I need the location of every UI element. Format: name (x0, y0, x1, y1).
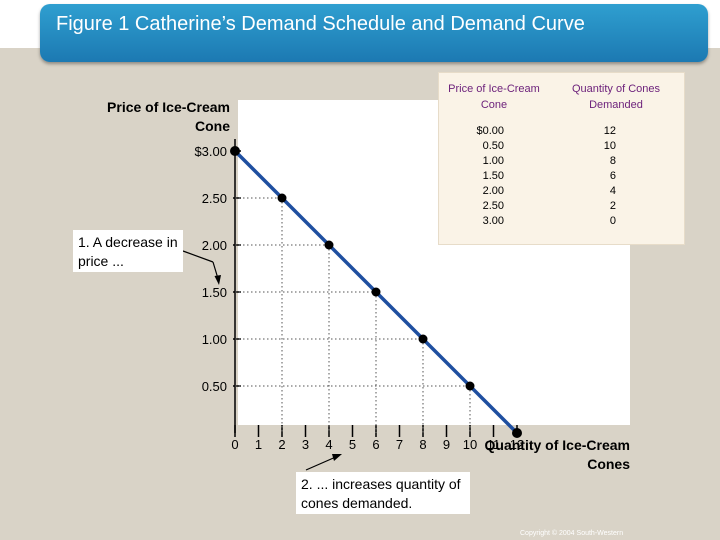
x-tick-label: 5 (349, 437, 356, 452)
table-cell-quantity: 12 (603, 125, 616, 137)
x-tick-label: 6 (372, 437, 379, 452)
data-point (230, 146, 240, 156)
table-cell-price: 1.00 (482, 155, 504, 167)
table-cell-price: 2.50 (482, 200, 504, 212)
table-cell-quantity: 6 (609, 170, 616, 182)
x-tick-label: 12 (510, 437, 524, 452)
arrow-shaft (305, 455, 339, 471)
data-point (277, 193, 287, 203)
table-cell-quantity: 10 (603, 140, 616, 152)
table-cell-quantity: 0 (609, 215, 616, 227)
data-point (512, 428, 522, 438)
table-header-quantity: Quantity of Cones Demanded (571, 83, 661, 111)
annotation-quantity-increase: 2. ... increases quantity of cones deman… (296, 472, 470, 514)
table-header-price: Price of Ice-Cream Cone (448, 83, 540, 111)
y-axis-label: Price of Ice-Cream Cone (107, 99, 230, 134)
x-tick-label: 4 (325, 437, 332, 452)
table-cell-price: 3.00 (482, 215, 504, 227)
table-cell-price: $0.00 (476, 125, 504, 137)
x-tick-label: 0 (231, 437, 238, 452)
x-axis-label: Quantity of Ice-Cream Cones (484, 437, 630, 472)
demand-schedule-table: Price of Ice-Cream Cone Quantity of Cone… (438, 72, 685, 245)
x-tick-label: 7 (396, 437, 403, 452)
data-point (465, 381, 475, 391)
x-tick-label: 2 (278, 437, 285, 452)
data-point (371, 287, 381, 297)
x-tick-label: 3 (302, 437, 309, 452)
data-point (324, 240, 334, 250)
y-tick-label: 1.00 (202, 332, 227, 347)
arrow-connector (182, 250, 214, 263)
table-cell-price: 2.00 (482, 185, 504, 197)
table-cell-quantity: 8 (609, 155, 616, 167)
arrow-head (332, 454, 342, 461)
table-cell-quantity: 2 (609, 200, 616, 212)
data-point (418, 334, 428, 344)
title-banner (40, 4, 708, 62)
x-tick-label: 11 (487, 437, 501, 452)
annotation-price-decrease: 1. A decrease in price ... (73, 230, 183, 272)
y-tick-label: 0.50 (202, 379, 227, 394)
table-cell-price: 1.50 (482, 170, 504, 182)
x-tick-label: 10 (463, 437, 477, 452)
x-tick-label: 1 (255, 437, 262, 452)
y-tick-label: 2.50 (202, 191, 227, 206)
x-tick-label: 9 (443, 437, 450, 452)
x-tick-label: 8 (419, 437, 426, 452)
y-tick-label: 2.00 (202, 238, 227, 253)
y-tick-label: 1.50 (202, 285, 227, 300)
y-tick-label: $3.00 (194, 144, 227, 159)
table-cell-quantity: 4 (609, 185, 616, 197)
copyright-text: Copyright © 2004 South-Western (520, 530, 624, 537)
table-cell-price: 0.50 (482, 140, 504, 152)
arrow-head (214, 275, 221, 285)
page-title: Figure 1 Catherine’s Demand Schedule and… (56, 13, 585, 35)
